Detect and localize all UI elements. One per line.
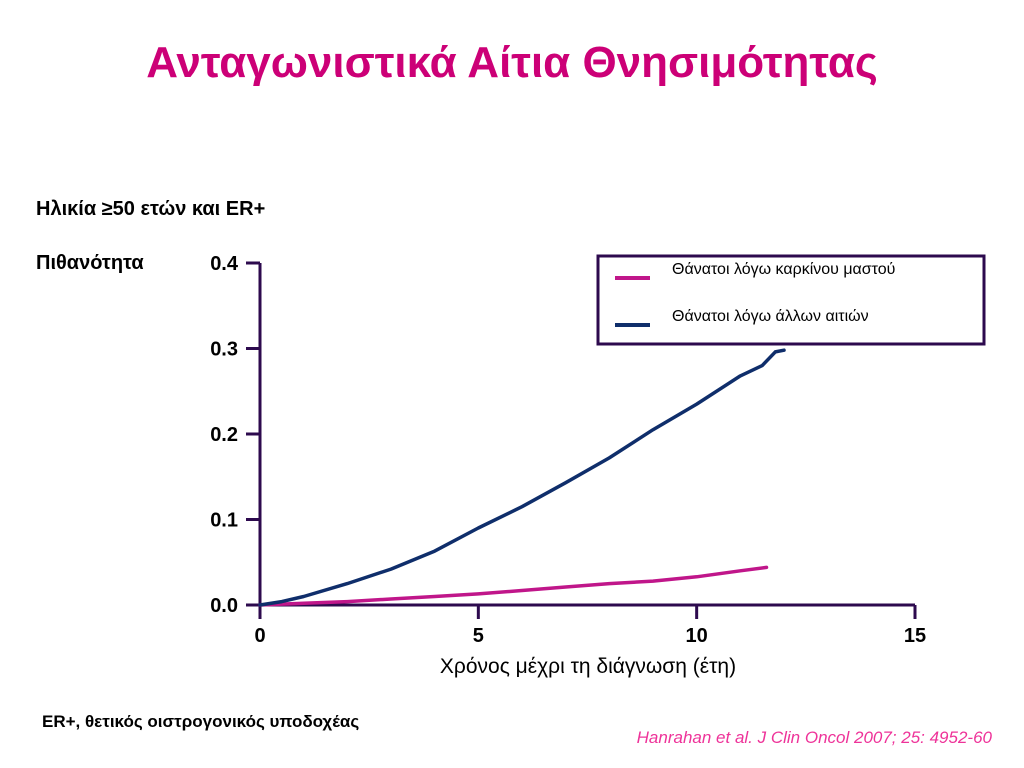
y-tick-label: 0.2	[210, 424, 238, 446]
chart-axes: 0.0 0.1 0.2 0.3 0.4 0 5 10 15	[210, 253, 926, 647]
slide-title: Ανταγωνιστικά Αίτια Θνησιμότητας	[146, 38, 878, 87]
chart-series	[258, 348, 786, 607]
chart-subtitle: Ηλικία ≥50 ετών και ER+	[36, 198, 266, 220]
legend-box	[596, 254, 986, 346]
x-tick-label: 0	[254, 625, 265, 647]
x-tick-label: 5	[473, 625, 484, 647]
y-axis-label: Πιθανότητα	[36, 252, 144, 274]
y-tick-label: 0.3	[210, 339, 238, 361]
citation: Hanrahan et al. J Clin Oncol 2007; 25: 4…	[636, 728, 992, 747]
y-tick-label: 0.1	[210, 510, 238, 532]
x-tick-label: 10	[686, 625, 708, 647]
x-tick-label: 15	[904, 625, 926, 647]
x-axis-label: Χρόνος μέχρι τη διάγνωση (έτη)	[440, 655, 736, 678]
legend: Θάνατοι λόγω καρκίνου μαστού Θάνατοι λόγω…	[596, 254, 986, 346]
y-tick-label: 0.0	[210, 595, 238, 617]
legend-label: Θάνατοι λόγω καρκίνου μαστού	[672, 261, 895, 278]
series-line-breast-cancer	[258, 565, 769, 607]
y-tick-label: 0.4	[210, 253, 239, 275]
series-line-other-causes	[258, 348, 786, 607]
footnote: ER+, θετικός οιστρογονικός υποδοχέας	[42, 712, 360, 731]
legend-label: Θάνατοι λόγω άλλων αιτιών	[672, 308, 869, 325]
